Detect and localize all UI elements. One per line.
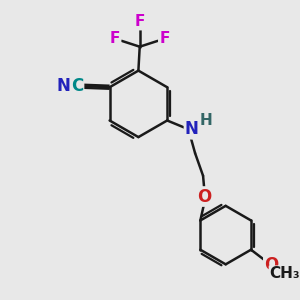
- Text: O: O: [264, 256, 279, 274]
- Text: F: F: [134, 14, 145, 29]
- Text: N: N: [185, 120, 199, 138]
- Text: CH₃: CH₃: [269, 266, 300, 281]
- Text: N: N: [57, 77, 70, 95]
- Text: O: O: [197, 188, 212, 206]
- Text: H: H: [200, 113, 213, 128]
- Text: F: F: [159, 31, 170, 46]
- Text: F: F: [110, 31, 120, 46]
- Text: C: C: [71, 77, 83, 95]
